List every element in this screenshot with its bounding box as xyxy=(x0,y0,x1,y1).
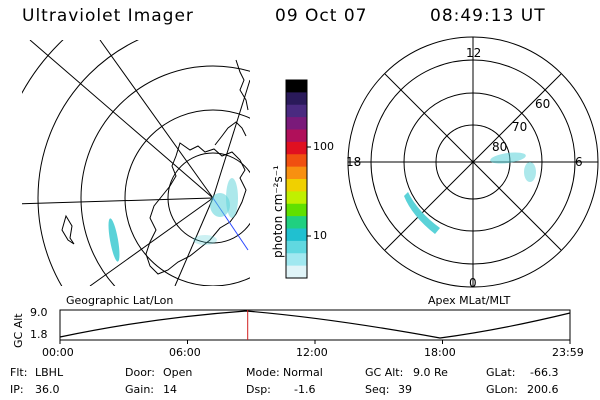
altitude-ytick-bottom: 1.8 xyxy=(30,328,48,341)
footer-gain-value: 14 xyxy=(163,383,177,396)
footer-filter-value: LBHL xyxy=(35,366,64,379)
footer-mode-value: Normal xyxy=(283,366,323,379)
footer-dsp-value: -1.6 xyxy=(294,383,316,396)
mlt-label-6: 6 xyxy=(575,155,583,169)
footer-glat-value: -66.3 xyxy=(530,366,559,379)
antarctic-peninsula xyxy=(214,121,247,146)
altitude-ylabel: GC Alt xyxy=(12,313,25,348)
geographic-map-label: Geographic Lat/Lon xyxy=(66,294,174,307)
altitude-plot xyxy=(59,309,571,344)
colorbar-tick-100: 100 xyxy=(313,140,334,153)
mlat-label-80: 80 xyxy=(492,140,508,154)
colorbar-cell xyxy=(286,154,307,168)
footer-seq-label: Seq: xyxy=(365,383,390,396)
mlt-label-18: 18 xyxy=(346,155,362,169)
colorbar-unit-label: photon cm⁻²s⁻¹ xyxy=(271,165,285,258)
footer-gcalt-value: 9.0 Re xyxy=(413,366,448,379)
altitude-xtick-2: 12:00 xyxy=(296,346,328,359)
footer-dsp-label: Dsp: xyxy=(246,383,271,396)
footer-mode-label: Mode: xyxy=(246,366,280,379)
observation-date: 09 Oct 07 xyxy=(275,6,368,26)
colorbar-cell xyxy=(286,104,307,118)
altitude-xtick-0: 00:00 xyxy=(42,346,74,359)
observation-time: 08:49:13 UT xyxy=(430,6,546,26)
footer-ip-label: IP: xyxy=(10,383,24,396)
new-zealand xyxy=(61,214,75,245)
mlat-label-60: 60 xyxy=(535,97,551,111)
footer-glon-label: GLon: xyxy=(486,383,518,396)
colorbar-cell xyxy=(286,240,307,254)
geographic-map xyxy=(22,40,250,286)
apex-map-label: Apex MLat/MLT xyxy=(428,294,511,307)
apex-aurora xyxy=(404,152,536,234)
footer-gcalt-label: GC Alt: xyxy=(365,366,404,379)
geo-aurora xyxy=(108,178,238,262)
colorbar-cell xyxy=(286,216,307,230)
footer-glat-label: GLat: xyxy=(486,366,516,379)
instrument-title: Ultraviolet Imager xyxy=(22,6,194,26)
altitude-xtick-4: 23:59 xyxy=(552,346,584,359)
mlat-label-70: 70 xyxy=(512,120,528,134)
altitude-xtick-3: 18:00 xyxy=(424,346,456,359)
footer-filter-label: Flt: xyxy=(10,366,28,379)
colorbar-cell xyxy=(286,141,307,155)
colorbar-cell xyxy=(286,265,307,279)
colorbar-cell xyxy=(286,92,307,106)
colorbar-tick-10: 10 xyxy=(313,229,327,242)
intensity-colorbar xyxy=(285,79,311,279)
mlt-label-12: 12 xyxy=(466,46,482,60)
mlt-label-0: 0 xyxy=(469,276,477,290)
antarctica-coastline xyxy=(145,142,247,275)
colorbar-cell xyxy=(286,179,307,192)
colorbar-cell xyxy=(286,117,307,131)
colorbar-cell xyxy=(286,191,307,205)
south-america-tip xyxy=(235,59,249,111)
colorbar-cell xyxy=(286,80,307,93)
colorbar-cell xyxy=(286,228,307,242)
footer-gain-label: Gain: xyxy=(125,383,154,396)
colorbar-cell xyxy=(286,253,307,267)
footer-door-label: Door: xyxy=(125,366,155,379)
altitude-curve xyxy=(59,310,571,339)
colorbar-cell xyxy=(286,129,307,143)
footer-ip-value: 36.0 xyxy=(35,383,60,396)
altitude-ytick-top: 9.0 xyxy=(30,306,48,319)
footer-seq-value: 39 xyxy=(398,383,412,396)
apex-map xyxy=(347,36,599,288)
footer-glon-value: 200.6 xyxy=(527,383,559,396)
altitude-xtick-1: 06:00 xyxy=(169,346,201,359)
footer-door-value: Open xyxy=(163,366,193,379)
colorbar-cell xyxy=(286,166,307,180)
colorbar-cell xyxy=(286,203,307,217)
